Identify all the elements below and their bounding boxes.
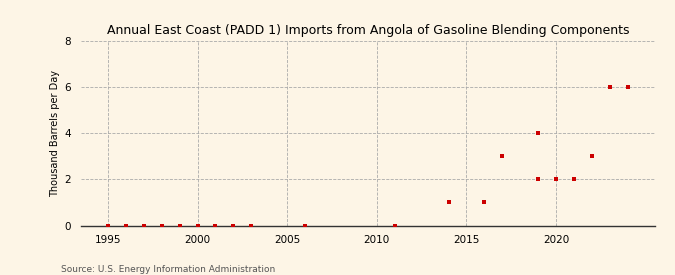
Point [587, 154, 597, 159]
Point [605, 85, 616, 90]
Point [479, 200, 490, 205]
Point [174, 223, 185, 228]
Point [103, 223, 113, 228]
Text: Source: U.S. Energy Information Administration: Source: U.S. Energy Information Administ… [61, 265, 275, 274]
Point [138, 223, 149, 228]
Point [389, 223, 400, 228]
Point [210, 223, 221, 228]
Title: Annual East Coast (PADD 1) Imports from Angola of Gasoline Blending Components: Annual East Coast (PADD 1) Imports from … [107, 24, 629, 37]
Point [157, 223, 167, 228]
Point [300, 223, 310, 228]
Point [192, 223, 203, 228]
Point [568, 177, 579, 182]
Point [622, 85, 633, 90]
Point [228, 223, 239, 228]
Y-axis label: Thousand Barrels per Day: Thousand Barrels per Day [51, 70, 61, 197]
Point [533, 177, 543, 182]
Point [551, 177, 562, 182]
Point [246, 223, 256, 228]
Point [533, 131, 543, 136]
Point [497, 154, 508, 159]
Point [443, 200, 454, 205]
Point [120, 223, 131, 228]
